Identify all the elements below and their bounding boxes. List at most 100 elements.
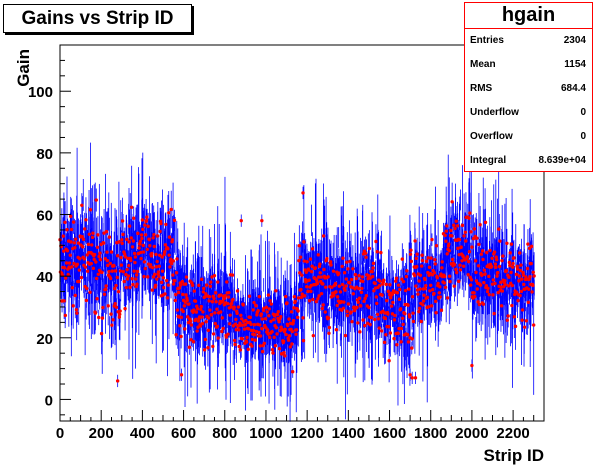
data-point: [406, 303, 410, 307]
data-markers: [58, 191, 536, 383]
data-point: [117, 315, 122, 319]
stats-value: 2304: [563, 35, 586, 46]
data-point: [443, 274, 447, 279]
data-point: [210, 300, 215, 304]
data-point: [345, 309, 349, 314]
data-point: [476, 264, 481, 268]
data-point: [306, 289, 310, 294]
data-point: [260, 317, 264, 321]
data-point: [428, 289, 432, 293]
data-point: [528, 275, 532, 279]
data-point: [452, 262, 457, 267]
data-point: [333, 281, 338, 286]
data-point: [251, 328, 256, 333]
stats-key: RMS: [470, 83, 493, 94]
data-point: [83, 227, 87, 231]
data-point: [173, 298, 178, 303]
data-point: [351, 292, 355, 296]
data-point: [132, 216, 136, 220]
data-point: [374, 295, 379, 299]
data-point: [452, 223, 456, 227]
data-point: [436, 281, 440, 286]
data-point: [382, 340, 387, 345]
data-point: [315, 281, 320, 286]
data-point: [120, 219, 125, 223]
x-tick-label: 1600: [373, 425, 406, 442]
data-point: [492, 311, 496, 316]
data-point: [176, 290, 181, 295]
data-point: [215, 324, 220, 329]
data-point: [410, 376, 414, 380]
data-point: [494, 265, 498, 270]
data-point: [128, 285, 132, 290]
data-point: [316, 253, 320, 257]
data-point: [330, 285, 334, 289]
data-point: [126, 256, 130, 261]
y-tick-label: 100: [28, 84, 53, 101]
data-point: [197, 315, 202, 319]
data-point: [257, 330, 261, 335]
data-point: [373, 281, 377, 286]
data-point: [127, 263, 131, 268]
data-point: [97, 315, 101, 320]
data-point: [199, 307, 203, 312]
data-point: [410, 294, 415, 299]
data-point: [296, 309, 300, 313]
data-point: [373, 317, 377, 322]
data-point: [175, 257, 179, 261]
data-point: [118, 269, 123, 273]
data-point: [480, 273, 484, 277]
data-point: [370, 274, 375, 279]
data-point: [300, 273, 304, 277]
data-point: [157, 264, 161, 268]
data-point: [295, 315, 300, 320]
data-point: [67, 261, 72, 265]
data-point: [488, 248, 492, 253]
data-point: [265, 310, 269, 314]
data-point: [358, 304, 363, 308]
stats-title: hgain: [465, 3, 592, 29]
data-point: [323, 310, 327, 314]
data-point: [171, 259, 175, 263]
data-point: [525, 266, 530, 271]
stats-row-rms: RMS 684.4: [470, 79, 586, 99]
data-point: [438, 285, 442, 289]
data-point: [302, 259, 306, 263]
data-point: [265, 328, 270, 332]
data-point: [321, 234, 326, 238]
data-point: [527, 277, 531, 282]
data-point: [262, 341, 267, 346]
data-point: [468, 211, 472, 215]
data-point: [497, 264, 502, 269]
data-point: [94, 198, 98, 202]
data-point: [231, 297, 235, 302]
data-point: [444, 239, 448, 243]
data-point: [212, 273, 217, 278]
data-point: [239, 317, 244, 321]
data-point: [467, 249, 472, 254]
data-point: [105, 258, 110, 263]
data-point: [302, 294, 307, 298]
data-point: [370, 269, 374, 274]
data-point: [397, 326, 401, 331]
data-point: [92, 257, 96, 262]
data-point: [422, 299, 426, 303]
data-point: [470, 363, 474, 368]
data-point: [73, 293, 77, 298]
data-point: [243, 322, 248, 327]
data-point: [505, 318, 510, 322]
data-point: [238, 321, 242, 325]
data-point: [94, 276, 99, 281]
data-point: [363, 323, 367, 328]
data-point: [297, 244, 302, 248]
data-point: [124, 285, 129, 290]
x-tick-label: 200: [89, 425, 114, 442]
data-point: [79, 275, 84, 280]
data-point: [100, 316, 105, 320]
data-point: [477, 302, 482, 307]
data-point: [403, 288, 408, 293]
data-point: [287, 317, 291, 321]
data-point: [275, 312, 280, 317]
data-point: [508, 251, 512, 255]
data-point: [225, 301, 230, 306]
